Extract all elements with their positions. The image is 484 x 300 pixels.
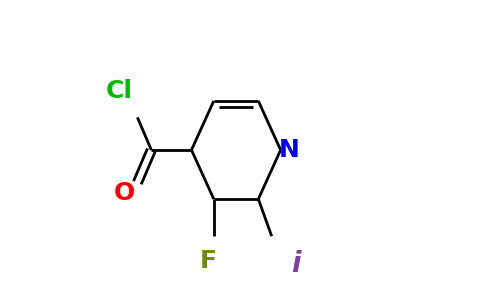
- Text: Cl: Cl: [106, 79, 133, 103]
- Text: N: N: [278, 138, 300, 162]
- Text: i: i: [291, 250, 300, 278]
- Text: F: F: [199, 249, 216, 273]
- Text: O: O: [114, 181, 135, 205]
